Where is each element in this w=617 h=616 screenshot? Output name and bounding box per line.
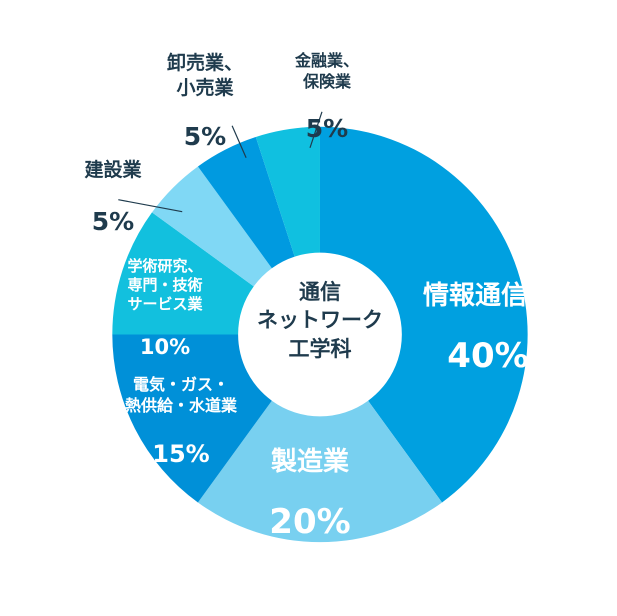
slice-info-comm [319, 126, 528, 503]
slice-label-finance: 金融業、 保険業 5% [294, 51, 359, 143]
slice-label-wholesale: 卸売業、 小売業 5% [166, 52, 243, 151]
slice-utilities [112, 334, 272, 503]
slice-research [112, 212, 254, 335]
slice-wholesale [197, 136, 295, 269]
slice-label-manufacturing: 製造業 20% [269, 447, 351, 542]
leader-line-wholesale [231, 125, 247, 158]
slice-label-utilities: 電気・ガス・ 熱供給・水道業 15% [124, 375, 237, 468]
leader-line-finance [309, 111, 323, 148]
slice-label-info-comm: 情報通信業 40% [422, 281, 553, 376]
leader-line-construction [118, 199, 183, 213]
slice-manufacturing [197, 400, 443, 543]
center-label: 通信 ネットワーク 工学科 [257, 280, 383, 361]
slice-label-construction: 建設業 5% [84, 159, 142, 237]
slice-finance [255, 126, 320, 257]
slice-label-research: 学術研究、 専門・技術 サービス業 10% [127, 257, 203, 359]
slice-construction [151, 166, 272, 287]
